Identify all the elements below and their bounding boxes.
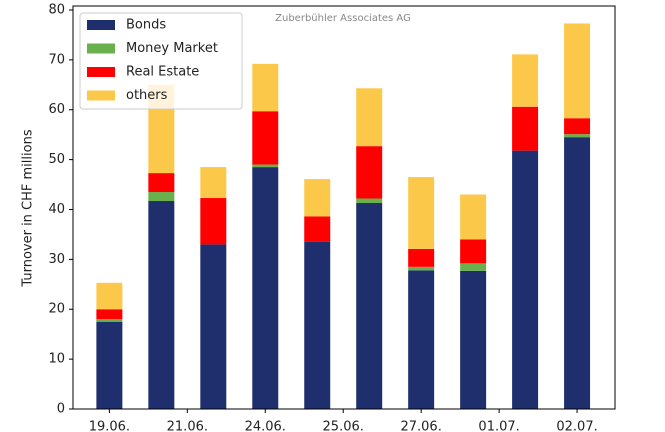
bar-segment — [408, 270, 435, 409]
legend-box — [79, 12, 243, 110]
bar-segment — [304, 216, 331, 242]
legend-label: Real Estate — [126, 65, 199, 80]
bar-segment — [304, 179, 331, 217]
legend-label: Bonds — [126, 18, 166, 33]
x-tick-label: 21.06. — [167, 420, 208, 432]
bar-segment — [356, 198, 383, 204]
bar-segment — [148, 192, 175, 202]
bar-segment — [356, 146, 383, 199]
bar-segment — [408, 266, 435, 271]
bar-segment — [200, 198, 227, 245]
bar-segment — [252, 111, 279, 165]
bar-segment — [564, 118, 591, 135]
legend-swatch — [87, 20, 115, 30]
bar-segment — [460, 194, 487, 240]
bar-segment — [148, 173, 175, 193]
bar-segment — [252, 167, 279, 409]
bar-segment — [96, 321, 123, 409]
y-tick-label: 40 — [48, 202, 65, 217]
legend-label: others — [126, 88, 168, 103]
bar-segment — [200, 167, 227, 199]
bar-segment — [460, 270, 487, 409]
bar-segment — [408, 177, 435, 249]
y-tick-label: 10 — [48, 352, 65, 367]
y-tick-label: 60 — [48, 102, 65, 117]
bar-segment — [148, 201, 175, 409]
y-tick-label: 50 — [48, 152, 65, 167]
legend-label: Money Market — [126, 41, 218, 56]
bar-segment — [356, 88, 383, 147]
x-tick-label: 25.06. — [323, 420, 364, 432]
bar-segment — [564, 23, 591, 119]
x-tick-label: 01.07. — [478, 420, 519, 432]
y-axis-label: Turnover in CHF millions — [21, 129, 36, 287]
bar-segment — [512, 54, 539, 107]
y-tick-label: 0 — [57, 402, 65, 417]
x-tick-label: 24.06. — [245, 420, 286, 432]
bar-segment — [96, 319, 123, 322]
y-tick-label: 20 — [48, 302, 65, 317]
bar-segment — [252, 164, 279, 168]
bar-segment — [512, 106, 539, 151]
y-tick-label: 70 — [48, 52, 65, 67]
x-tick-label: 19.06. — [89, 420, 130, 432]
bar-segment — [564, 134, 591, 138]
legend-swatch — [87, 90, 115, 101]
bar-segment — [96, 282, 123, 310]
legend-swatch — [87, 67, 115, 77]
bar-segment — [512, 150, 539, 409]
bar-segment — [356, 203, 383, 409]
y-tick-label: 30 — [48, 252, 65, 267]
bar-segment — [460, 239, 487, 264]
bar-segment — [408, 248, 435, 267]
legend-swatch — [87, 43, 115, 54]
y-tick-label: 80 — [48, 2, 65, 17]
x-tick-label: 02.07. — [556, 420, 597, 432]
bar-segment — [564, 137, 591, 409]
watermark: Zuberbühler Associates AG — [275, 13, 411, 24]
bar-segment — [460, 263, 487, 271]
plot-frame — [72, 5, 616, 410]
x-tick-label: 27.06. — [400, 420, 441, 432]
bar-segment — [96, 309, 123, 320]
bar-segment — [252, 63, 279, 112]
bar-segment — [200, 244, 227, 409]
bar-segment — [304, 241, 331, 409]
